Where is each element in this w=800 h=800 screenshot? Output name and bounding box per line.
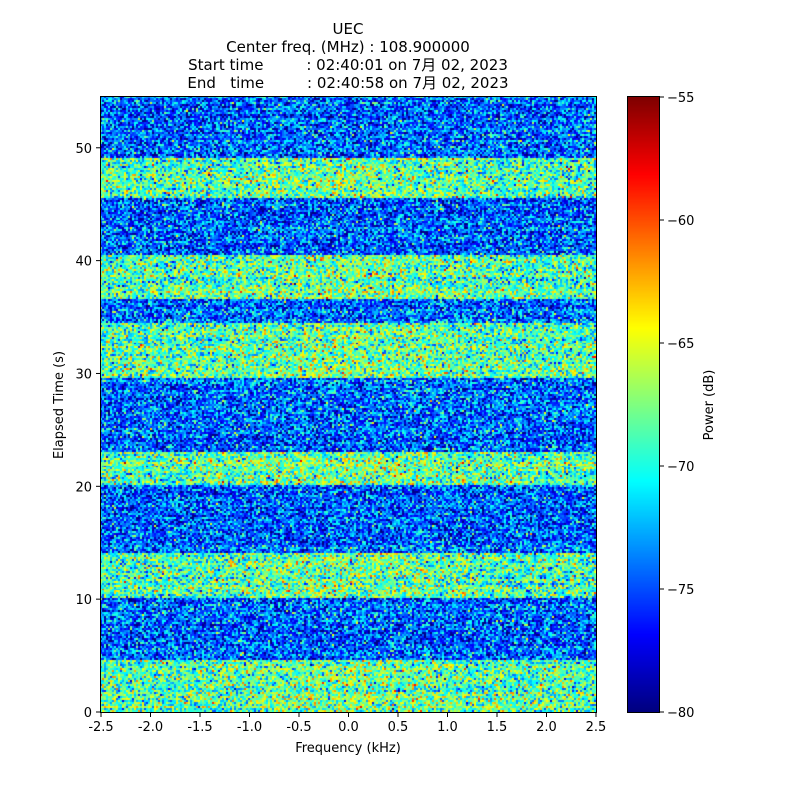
x-tick-label: -0.5 (286, 720, 311, 735)
x-tick-label: -2.5 (88, 720, 113, 735)
title-line-2: Center freq. (MHz) : 108.900000 (226, 38, 470, 56)
colorbar-gradient (628, 97, 659, 712)
colorbar-tick-label: −60 (667, 214, 694, 229)
colorbar-tick-label: −65 (667, 337, 694, 352)
x-tick-label: -2.0 (138, 720, 163, 735)
x-tick-label: 1.5 (487, 720, 508, 735)
y-tick-label: 0 (84, 706, 92, 721)
x-tick-label: -1.0 (237, 720, 262, 735)
spectrogram-heatmap (101, 97, 596, 712)
y-tick-label: 10 (75, 593, 92, 608)
x-axis-ticks: -2.5 -2.0 -1.5 -1.0 -0.5 0.0 0.5 1.0 1.5 2.0 2.5 (88, 712, 606, 735)
y-tick-label: 30 (75, 367, 92, 382)
y-tick-label: 50 (75, 142, 92, 157)
y-tick-label: 20 (75, 480, 92, 495)
colorbar-tick-label: −80 (667, 706, 694, 721)
x-tick-label: -1.5 (187, 720, 212, 735)
colorbar-frame (627, 96, 660, 713)
colorbar-tick-label: −55 (667, 91, 694, 106)
plot-frame (100, 96, 597, 713)
x-axis-label: Frequency (kHz) (295, 741, 401, 756)
title-line-4: End time : 02:40:58 on 7月 02, 2023 (187, 74, 509, 92)
x-tick-label: 2.5 (586, 720, 607, 735)
y-axis-ticks: 0 10 20 30 40 50 (75, 142, 101, 721)
title-line-1: UEC (332, 20, 364, 38)
title-line-3: Start time : 02:40:01 on 7月 02, 2023 (188, 56, 508, 74)
chart-title: UEC Center freq. (MHz) : 108.900000 Star… (98, 20, 598, 92)
colorbar-ticks: −80 −75 −70 −65 −60 −55 (659, 91, 694, 721)
y-tick-label: 40 (75, 255, 92, 270)
x-tick-label: 2.0 (536, 720, 557, 735)
x-tick-label: 0.0 (338, 720, 359, 735)
colorbar-tick-label: −75 (667, 583, 694, 598)
y-axis-label: Elapsed Time (s) (52, 351, 67, 459)
colorbar-tick-label: −70 (667, 460, 694, 475)
colorbar-label: Power (dB) (702, 370, 717, 441)
x-tick-label: 1.0 (437, 720, 458, 735)
x-tick-label: 0.5 (388, 720, 409, 735)
